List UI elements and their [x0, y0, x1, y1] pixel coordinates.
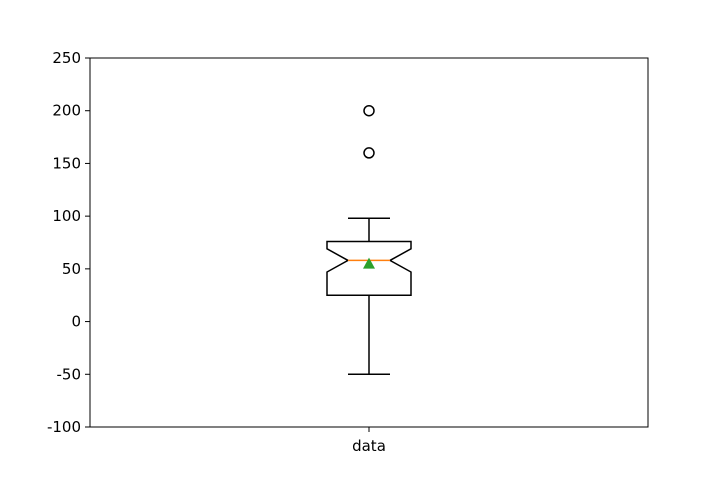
box-group — [326, 104, 412, 376]
outlier-point — [363, 147, 375, 159]
y-axis: -100 -50 0 50 100 150 200 250 — [47, 49, 90, 436]
y-tick-label: 200 — [52, 102, 81, 120]
plot-marks — [326, 104, 412, 376]
y-tick-label: -100 — [47, 418, 81, 436]
y-tick-label: 100 — [52, 207, 81, 225]
y-tick-label: 0 — [71, 313, 81, 331]
mean-marker — [363, 257, 375, 269]
y-tick-label: 150 — [52, 154, 81, 172]
y-tick-label: 250 — [52, 49, 81, 67]
plot-frame — [89, 57, 649, 428]
x-tick-label: data — [352, 437, 386, 455]
y-tick-label: -50 — [57, 365, 82, 383]
outlier-point — [363, 104, 375, 117]
x-axis: data — [352, 427, 386, 455]
y-tick-label: 50 — [62, 260, 81, 278]
